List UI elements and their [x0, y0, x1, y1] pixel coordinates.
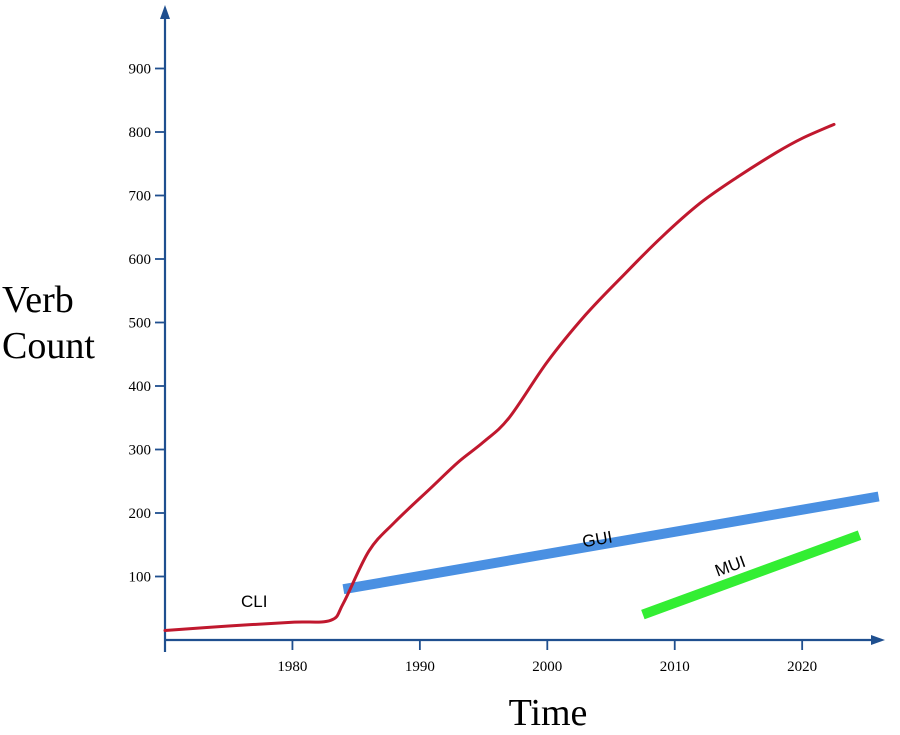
y-axis-title: Count	[2, 325, 95, 367]
y-tick-label: 100	[129, 570, 152, 586]
x-axis-title: Time	[509, 692, 588, 734]
y-tick-label: 800	[129, 125, 152, 141]
band-layer	[165, 491, 880, 620]
y-tick-label: 400	[129, 379, 152, 395]
axes: 100 200 300 400 500 600 700 800 900 1980 1990 2000 2…	[129, 5, 885, 675]
x-tick-label: 1980	[277, 659, 307, 675]
series-layer	[163, 122, 836, 632]
x-tick-label: 2000	[532, 659, 562, 675]
y-tick-label: 700	[129, 189, 152, 205]
band-label-cli: CLI	[241, 592, 267, 611]
x-tick-label: 1990	[405, 659, 435, 675]
y-axis-title: Verb	[2, 279, 74, 321]
y-tick-label: 900	[129, 62, 152, 78]
y-tick-label: 300	[129, 443, 152, 459]
x-tick-label: 2010	[660, 659, 690, 675]
y-tick-label: 200	[129, 506, 152, 522]
x-tick-label: 2020	[787, 659, 817, 675]
band-mui	[641, 530, 862, 620]
y-tick-label: 500	[129, 316, 152, 332]
y-tick-label: 600	[129, 252, 152, 268]
band-label-gui: GUI	[581, 527, 614, 551]
x-axis-arrow	[871, 635, 885, 645]
y-axis-arrow	[160, 5, 170, 19]
verb-count-line	[163, 122, 836, 632]
band-gui	[342, 491, 880, 595]
